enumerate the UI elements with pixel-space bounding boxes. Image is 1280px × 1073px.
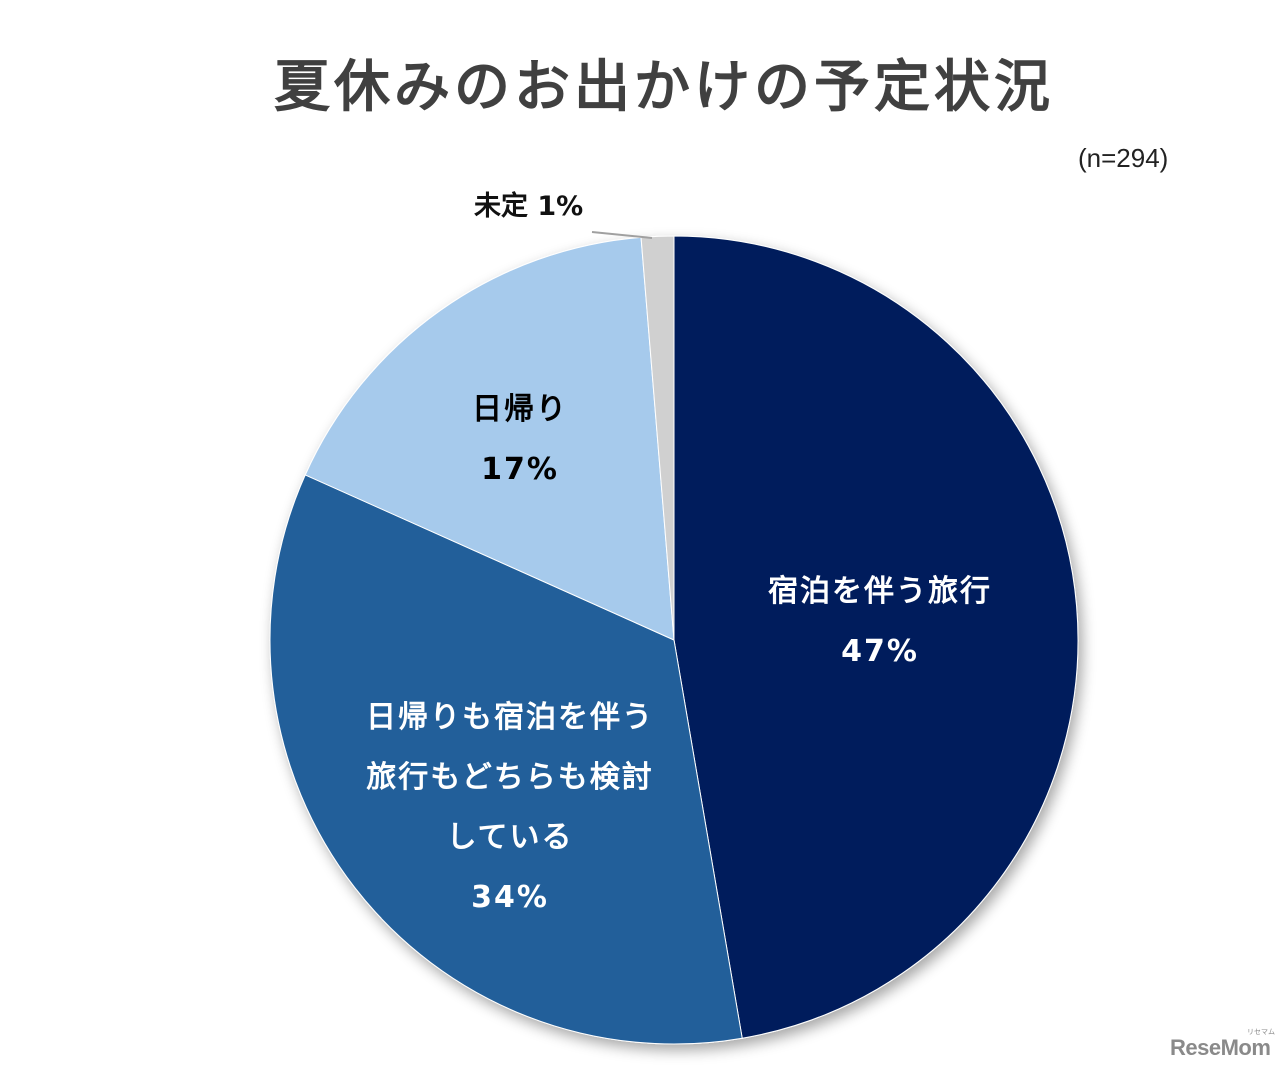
label-both-line3: している <box>446 820 574 855</box>
chart-title: 夏休みのお出かけの予定状況 <box>274 55 1054 120</box>
slice-daytrip <box>304 236 675 641</box>
slice-overnight <box>673 235 1079 1039</box>
label-daytrip: 日帰り 17% <box>420 380 620 500</box>
label-both-value: 34% <box>471 880 549 915</box>
label-daytrip-value: 17% <box>481 452 559 487</box>
undecided-leader-line <box>591 231 653 239</box>
label-overnight: 宿泊を伴う旅行 47% <box>740 562 1020 682</box>
resemom-logo: ReseMom <box>1170 1035 1271 1060</box>
label-overnight-value: 47% <box>841 634 919 669</box>
label-daytrip-name: 日帰り <box>472 392 568 427</box>
sample-size: (n=294) <box>1078 143 1169 173</box>
label-both-line2: 旅行もどちらも検討 <box>366 760 654 795</box>
slice-both <box>269 474 743 1045</box>
label-undecided: 未定 1% <box>474 191 584 222</box>
label-overnight-name: 宿泊を伴う旅行 <box>768 574 992 609</box>
label-both: 日帰りも宿泊を伴う 旅行もどちらも検討 している 34% <box>320 688 700 928</box>
label-both-line1: 日帰りも宿泊を伴う <box>366 700 654 735</box>
pie-slices <box>269 235 1079 1045</box>
logo-subtext: リセマム <box>1247 1028 1275 1036</box>
